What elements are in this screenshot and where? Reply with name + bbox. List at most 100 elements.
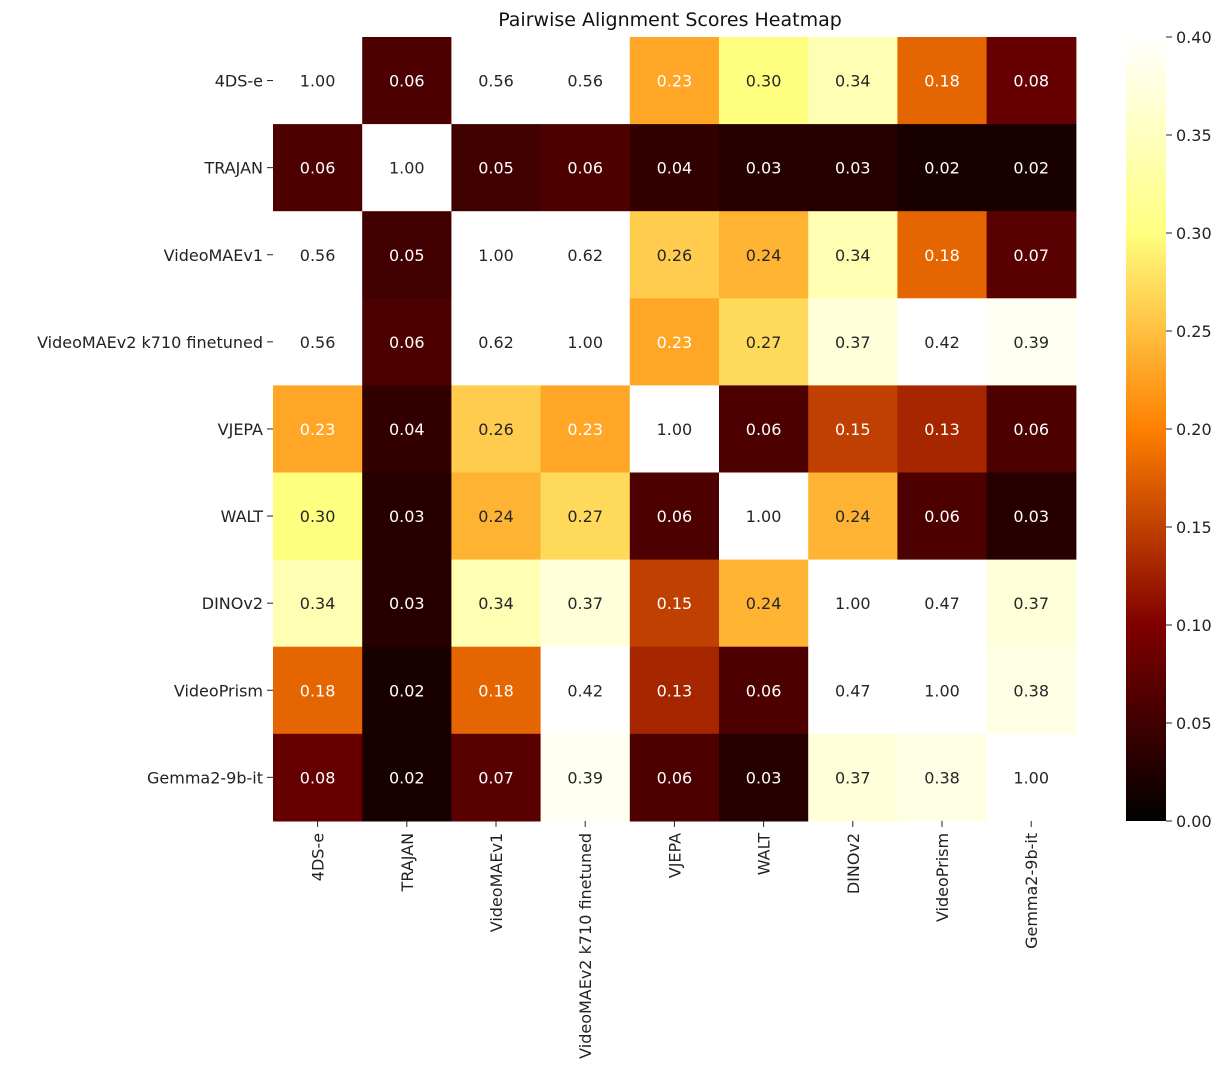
x-tick-label: WALT — [755, 833, 774, 876]
cell-value-label: 0.38 — [924, 768, 960, 787]
cell-value-label: 0.07 — [478, 768, 514, 787]
y-tick-label: Gemma2-9b-it — [147, 768, 263, 787]
cell-value-label: 0.06 — [389, 333, 425, 352]
heatmap-cell — [540, 211, 631, 299]
cell-value-label: 0.56 — [300, 246, 336, 265]
cell-value-label: 0.37 — [567, 594, 603, 613]
heatmap-cell — [897, 559, 988, 648]
cell-value-label: 0.39 — [567, 768, 603, 787]
heatmap-cell — [808, 733, 898, 822]
heatmap-cell — [451, 559, 542, 648]
heatmap-cell — [719, 124, 809, 212]
heatmap-cell — [629, 472, 720, 561]
heatmap-cell — [897, 385, 988, 474]
heatmap-cell — [362, 472, 452, 561]
heatmap-cell — [897, 646, 988, 735]
heatmap-cell — [719, 646, 809, 735]
heatmap-cell — [629, 124, 720, 212]
y-tick-label: 4DS-e — [215, 72, 263, 91]
cell-value-label: 0.18 — [300, 681, 336, 700]
colorbar-tick-label: 0.00 — [1176, 812, 1212, 831]
cell-value-label: 0.26 — [657, 246, 693, 265]
cell-value-label: 0.13 — [657, 681, 693, 700]
cell-value-label: 0.03 — [389, 594, 425, 613]
cell-value-label: 0.02 — [1013, 159, 1049, 178]
heatmap-cell — [451, 211, 542, 299]
heatmap-cell — [808, 37, 898, 125]
heatmap-cell — [808, 559, 898, 648]
cell-value-label: 0.30 — [300, 507, 336, 526]
heatmap-cell — [451, 124, 542, 212]
heatmap-cell — [629, 559, 720, 648]
heatmap-cell — [362, 124, 452, 212]
cell-value-label: 0.37 — [1013, 594, 1049, 613]
heatmap-cell — [897, 733, 988, 822]
cell-value-label: 0.03 — [389, 507, 425, 526]
heatmap-cell — [808, 124, 898, 212]
cell-value-label: 1.00 — [478, 246, 514, 265]
heatmap-cell — [362, 733, 452, 822]
cell-value-label: 0.24 — [835, 507, 871, 526]
cell-value-label: 0.03 — [746, 768, 782, 787]
colorbar-tick-label: 0.15 — [1176, 518, 1212, 537]
colorbar-tick-label: 0.20 — [1176, 420, 1212, 439]
heatmap-cell — [540, 472, 631, 561]
cell-value-label: 0.06 — [657, 768, 693, 787]
cell-value-label: 0.18 — [924, 72, 960, 91]
cell-value-label: 0.47 — [835, 681, 871, 700]
heatmap-cell — [362, 211, 452, 299]
heatmap-cell — [451, 733, 542, 822]
heatmap-cell — [362, 385, 452, 474]
cell-value-label: 0.34 — [835, 246, 871, 265]
heatmap-cell — [451, 298, 542, 386]
heatmap-cell — [986, 472, 1077, 561]
cell-annotations: 1.00 0.06 0.56 0.56 0.23 0.30 0.34 0.18 0.08 0.06… — [300, 72, 1049, 788]
colorbar-tick-label: 0.40 — [1176, 28, 1212, 47]
cell-value-label: 0.06 — [657, 507, 693, 526]
y-tick-label: VideoPrism — [174, 681, 263, 700]
heatmap-cell — [986, 124, 1077, 212]
heatmap-cell — [629, 646, 720, 735]
heatmap-cell — [897, 37, 988, 125]
heatmap-cell — [451, 472, 542, 561]
x-tick-label: VJEPA — [665, 833, 684, 878]
cell-value-label: 0.15 — [657, 594, 693, 613]
y-tick-label: DINOv2 — [202, 594, 263, 613]
x-axis-ticks: 4DS-e TRAJAN VideoMAEv1 VideoMAEv2 k710 fin… — [309, 820, 1041, 1059]
cell-value-label: 1.00 — [835, 594, 871, 613]
heatmap-cell — [629, 733, 720, 822]
y-tick-label: VideoMAEv2 k710 finetuned — [37, 333, 263, 352]
cell-value-label: 0.03 — [835, 159, 871, 178]
heatmap-cell — [719, 385, 809, 474]
cell-value-label: 0.47 — [924, 594, 960, 613]
cell-value-label: 0.18 — [478, 681, 514, 700]
cell-value-label: 0.56 — [300, 333, 336, 352]
heatmap-cell — [540, 298, 631, 386]
chart-title: Pairwise Alignment Scores Heatmap — [498, 9, 842, 31]
cell-value-label: 0.39 — [1013, 333, 1049, 352]
heatmap-cell — [719, 37, 809, 125]
heatmap-cell — [719, 472, 809, 561]
cell-value-label: 0.05 — [478, 159, 514, 178]
heatmap-cell — [719, 559, 809, 648]
heatmap-cell — [273, 211, 363, 299]
y-tick-label: VJEPA — [218, 420, 263, 439]
heatmap-cell — [986, 385, 1077, 474]
heatmap-cell — [808, 385, 898, 474]
cell-value-label: 0.06 — [746, 681, 782, 700]
cell-value-label: 0.06 — [924, 507, 960, 526]
cell-value-label: 0.26 — [478, 420, 514, 439]
cell-value-label: 1.00 — [389, 159, 425, 178]
colorbar-tick-label: 0.05 — [1176, 714, 1212, 733]
heatmap-cell — [273, 472, 363, 561]
cell-value-label: 1.00 — [746, 507, 782, 526]
heatmap-cell — [540, 385, 631, 474]
cell-value-label: 0.27 — [746, 333, 782, 352]
cell-value-label: 0.08 — [300, 768, 336, 787]
heatmap-cell — [273, 646, 363, 735]
heatmap-cell — [273, 733, 363, 822]
cell-value-label: 0.02 — [924, 159, 960, 178]
cell-value-label: 0.02 — [389, 768, 425, 787]
heatmap-cell — [808, 298, 898, 386]
